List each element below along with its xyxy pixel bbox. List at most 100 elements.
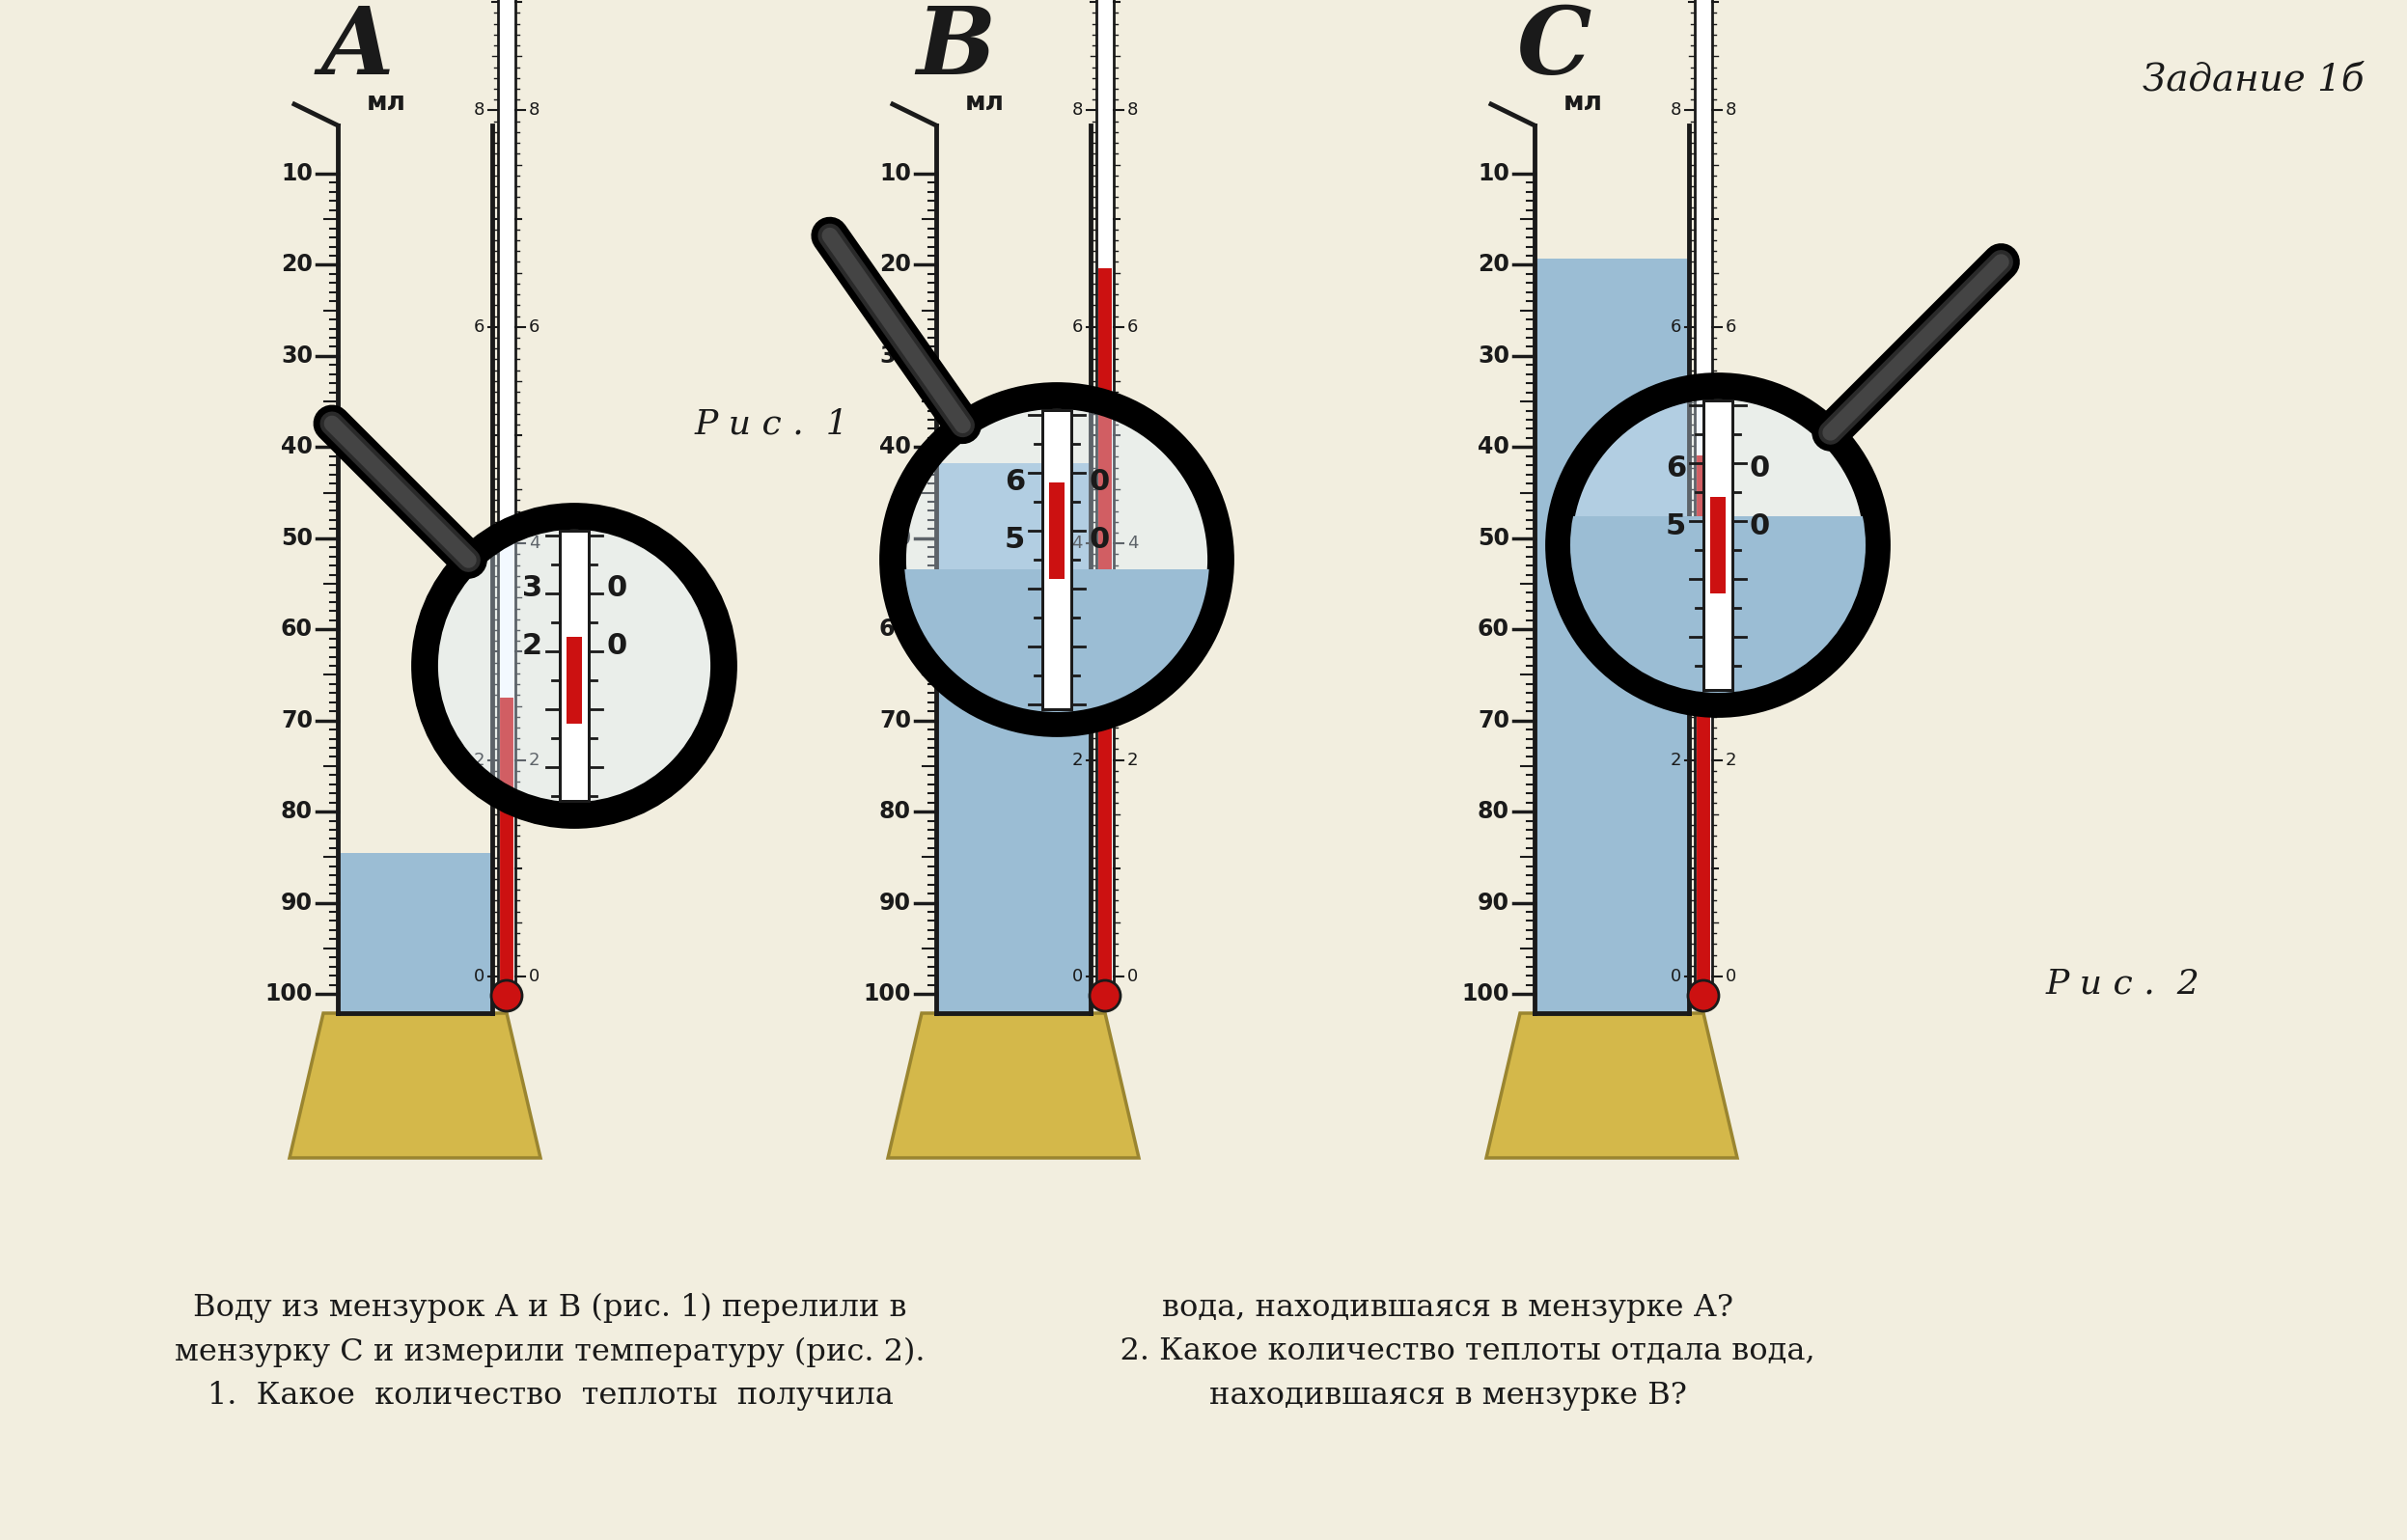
Text: 30: 30 bbox=[1478, 345, 1509, 368]
Text: 6: 6 bbox=[1004, 468, 1025, 496]
Text: 2: 2 bbox=[530, 752, 539, 768]
Text: 6: 6 bbox=[1726, 319, 1735, 336]
Text: 6: 6 bbox=[1666, 454, 1685, 482]
Polygon shape bbox=[1485, 1013, 1738, 1158]
Text: 10: 10 bbox=[879, 162, 912, 185]
Text: 30: 30 bbox=[879, 345, 912, 368]
Text: 100: 100 bbox=[265, 983, 313, 1006]
Circle shape bbox=[1569, 397, 1865, 693]
Text: 8: 8 bbox=[1670, 102, 1680, 119]
Text: 0: 0 bbox=[1126, 967, 1139, 986]
Text: мл: мл bbox=[366, 91, 407, 116]
Bar bbox=[898, 570, 1216, 715]
Text: 60: 60 bbox=[879, 618, 912, 641]
Text: 90: 90 bbox=[879, 892, 912, 915]
Text: 6: 6 bbox=[1126, 319, 1139, 336]
Text: 2: 2 bbox=[1126, 752, 1139, 768]
Bar bbox=[1704, 400, 1733, 690]
Text: A: A bbox=[320, 3, 392, 94]
Text: 6: 6 bbox=[530, 319, 539, 336]
Text: 10: 10 bbox=[1478, 162, 1509, 185]
Circle shape bbox=[1090, 981, 1122, 1012]
Text: 0: 0 bbox=[607, 574, 626, 602]
Text: 4: 4 bbox=[1071, 534, 1083, 553]
Text: 0: 0 bbox=[474, 967, 484, 986]
Circle shape bbox=[491, 981, 522, 1012]
Text: 0: 0 bbox=[1670, 967, 1680, 986]
Circle shape bbox=[436, 528, 712, 804]
Text: 3: 3 bbox=[522, 574, 542, 602]
Text: B: B bbox=[915, 3, 994, 94]
Bar bbox=[1095, 0, 1114, 986]
Bar bbox=[1711, 497, 1726, 593]
Text: 0: 0 bbox=[607, 633, 626, 661]
Bar bbox=[1704, 400, 1733, 690]
Bar bbox=[936, 464, 1090, 1013]
Bar bbox=[337, 853, 491, 1013]
Polygon shape bbox=[289, 1013, 542, 1158]
Text: 80: 80 bbox=[282, 799, 313, 824]
Text: 6: 6 bbox=[1071, 319, 1083, 336]
Bar bbox=[1536, 259, 1690, 1013]
Text: 5: 5 bbox=[1666, 511, 1685, 541]
Text: 8: 8 bbox=[1126, 102, 1139, 119]
Bar bbox=[1565, 516, 1873, 695]
Text: 0: 0 bbox=[1071, 967, 1083, 986]
Text: 8: 8 bbox=[1071, 102, 1083, 119]
Text: 4: 4 bbox=[1726, 534, 1738, 553]
Text: мл: мл bbox=[965, 91, 1004, 116]
Text: 70: 70 bbox=[879, 708, 912, 732]
Text: 2: 2 bbox=[1071, 752, 1083, 768]
Text: 80: 80 bbox=[1478, 799, 1509, 824]
Text: мл: мл bbox=[1562, 91, 1603, 116]
Text: 0: 0 bbox=[1750, 454, 1769, 482]
Polygon shape bbox=[888, 1013, 1139, 1158]
Text: 60: 60 bbox=[1478, 618, 1509, 641]
Text: 8: 8 bbox=[530, 102, 539, 119]
Text: 2: 2 bbox=[474, 752, 484, 768]
Text: 6: 6 bbox=[474, 319, 484, 336]
Circle shape bbox=[1687, 981, 1719, 1012]
Text: 4: 4 bbox=[1670, 534, 1680, 553]
Text: 40: 40 bbox=[1478, 436, 1509, 459]
Text: 2: 2 bbox=[522, 633, 542, 661]
Text: 50: 50 bbox=[879, 527, 912, 550]
Text: 30: 30 bbox=[282, 345, 313, 368]
Text: вода, находившаяся в мензурке А?
    2. Какое количество теплоты отдала вода,
на: вода, находившаяся в мензурке А? 2. Како… bbox=[1081, 1294, 1815, 1411]
Text: 20: 20 bbox=[282, 253, 313, 276]
Text: 4: 4 bbox=[474, 534, 484, 553]
Text: 0: 0 bbox=[1088, 468, 1110, 496]
Bar bbox=[561, 531, 590, 801]
Circle shape bbox=[905, 407, 1208, 711]
Text: 100: 100 bbox=[1461, 983, 1509, 1006]
Text: 50: 50 bbox=[1478, 527, 1509, 550]
Bar bbox=[1042, 410, 1071, 710]
Text: 8: 8 bbox=[474, 102, 484, 119]
Text: 4: 4 bbox=[1126, 534, 1139, 553]
Text: Воду из мензурок А и В (рис. 1) перелили в
мензурку С и измерили температуру (ри: Воду из мензурок А и В (рис. 1) перелили… bbox=[176, 1294, 924, 1411]
Text: 0: 0 bbox=[1088, 527, 1110, 554]
Text: 0: 0 bbox=[530, 967, 539, 986]
Text: 0: 0 bbox=[1750, 511, 1769, 541]
Text: 70: 70 bbox=[1478, 708, 1509, 732]
Bar bbox=[498, 0, 515, 986]
Text: 5: 5 bbox=[1004, 527, 1025, 554]
Text: 0: 0 bbox=[1726, 967, 1735, 986]
Bar bbox=[1695, 0, 1711, 986]
Text: Р и с .  1: Р и с . 1 bbox=[696, 408, 850, 440]
Text: 90: 90 bbox=[1478, 892, 1509, 915]
Text: 20: 20 bbox=[879, 253, 912, 276]
Text: 4: 4 bbox=[530, 534, 539, 553]
Text: 2: 2 bbox=[1726, 752, 1738, 768]
Bar bbox=[1049, 482, 1064, 579]
Text: 10: 10 bbox=[282, 162, 313, 185]
Text: 90: 90 bbox=[282, 892, 313, 915]
Text: 60: 60 bbox=[282, 618, 313, 641]
Bar bbox=[561, 531, 590, 801]
Bar bbox=[566, 638, 582, 724]
Text: 50: 50 bbox=[282, 527, 313, 550]
Text: 20: 20 bbox=[1478, 253, 1509, 276]
Text: 80: 80 bbox=[879, 799, 912, 824]
Text: 70: 70 bbox=[282, 708, 313, 732]
Text: 2: 2 bbox=[1670, 752, 1680, 768]
